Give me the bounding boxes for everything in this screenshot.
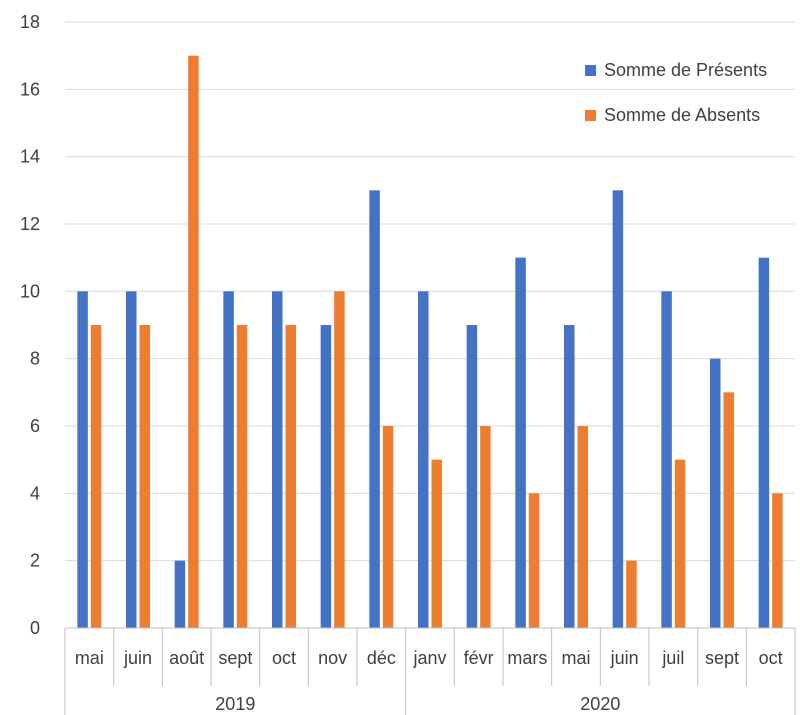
x-tick-label: sept (218, 648, 252, 668)
bar-absents (626, 561, 637, 628)
legend-swatch (585, 110, 596, 121)
bar-absents (724, 392, 735, 628)
x-tick-label: janv (412, 648, 446, 668)
x-tick-label: mars (507, 648, 547, 668)
bar-presents (77, 291, 88, 628)
x-tick-label: juin (123, 648, 152, 668)
bar-presents (515, 258, 526, 628)
y-tick-label: 16 (20, 79, 40, 99)
x-group-label: 2019 (215, 694, 255, 714)
bars (77, 56, 782, 628)
bar-presents (467, 325, 478, 628)
y-tick-label: 14 (20, 147, 40, 167)
legend-swatch (585, 65, 596, 76)
x-tick-label: oct (759, 648, 783, 668)
x-group-label: 2020 (580, 694, 620, 714)
x-tick-label: déc (367, 648, 396, 668)
y-tick-label: 18 (20, 12, 40, 32)
bar-presents (564, 325, 575, 628)
bar-absents (286, 325, 297, 628)
x-tick-label: juin (610, 648, 639, 668)
bar-presents (175, 561, 186, 628)
bar-absents (480, 426, 491, 628)
y-tick-label: 0 (30, 618, 40, 638)
bar-presents (272, 291, 283, 628)
bar-absents (91, 325, 102, 628)
x-tick-label: oct (272, 648, 296, 668)
x-tick-label: nov (318, 648, 347, 668)
bar-absents (432, 460, 443, 628)
bar-presents (321, 325, 332, 628)
legend-label: Somme de Présents (604, 60, 767, 80)
bar-absents (334, 291, 345, 628)
bar-presents (613, 190, 624, 628)
y-tick-label: 6 (30, 416, 40, 436)
bar-presents (418, 291, 429, 628)
legend-label: Somme de Absents (604, 105, 760, 125)
bar-presents (223, 291, 234, 628)
bar-absents (237, 325, 248, 628)
bar-absents (675, 460, 686, 628)
x-tick-label: juil (661, 648, 684, 668)
bar-presents (759, 258, 770, 628)
y-tick-label: 12 (20, 214, 40, 234)
x-tick-label: mai (561, 648, 590, 668)
legend: Somme de Présents Somme de Absents (585, 60, 767, 125)
x-tick-label: août (169, 648, 204, 668)
bar-absents (529, 493, 540, 628)
x-tick-label: sept (705, 648, 739, 668)
bar-absents (140, 325, 151, 628)
bar-presents (710, 359, 721, 628)
y-tick-label: 4 (30, 483, 40, 503)
bar-presents (661, 291, 672, 628)
bar-absents (383, 426, 394, 628)
bar-absents (188, 56, 199, 628)
bar-absents (578, 426, 589, 628)
bar-presents (126, 291, 137, 628)
x-tick-label: mai (75, 648, 104, 668)
y-tick-label: 8 (30, 349, 40, 369)
x-tick-label: févr (464, 648, 494, 668)
bar-absents (772, 493, 783, 628)
y-tick-label: 10 (20, 281, 40, 301)
bar-presents (369, 190, 380, 628)
y-tick-label: 2 (30, 551, 40, 571)
